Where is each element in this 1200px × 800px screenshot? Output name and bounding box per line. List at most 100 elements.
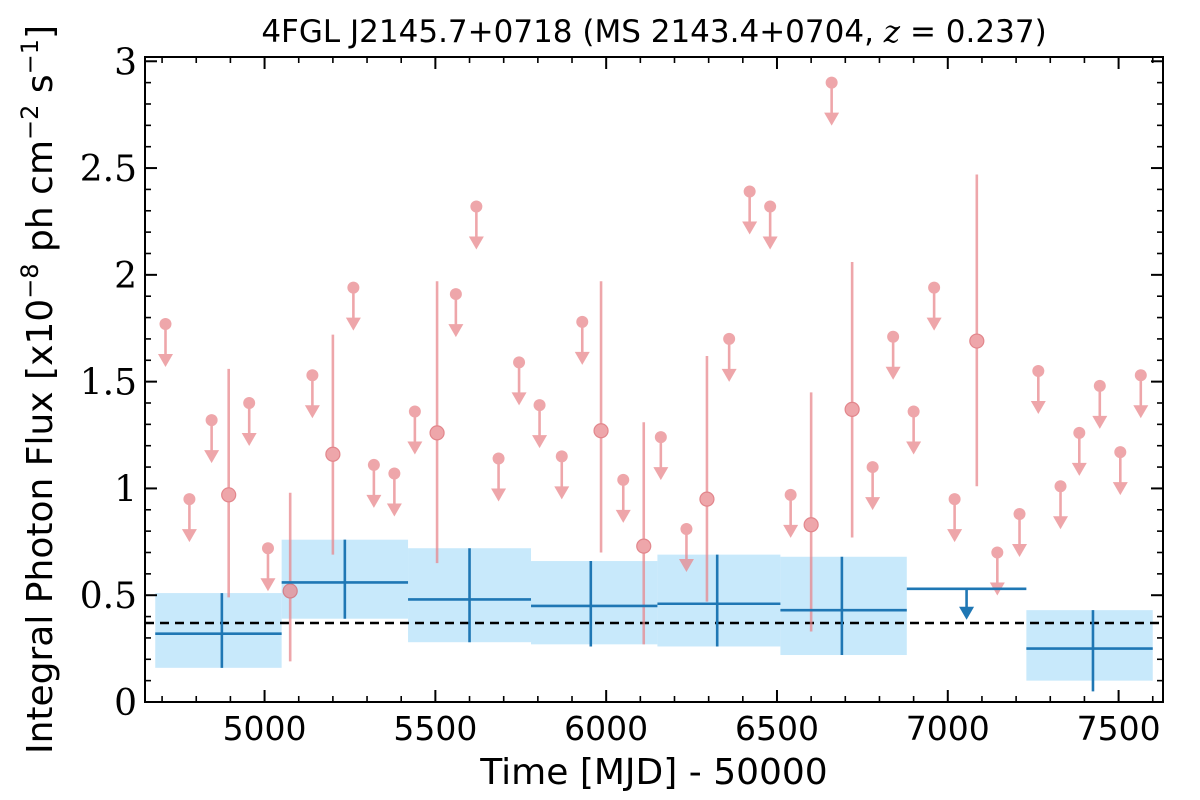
short-upper-limit-arrow: [1030, 400, 1046, 414]
short-upper-limit-arrow: [304, 405, 320, 419]
short-upper-limit-marker: [1013, 508, 1026, 521]
short-upper-limit-marker: [825, 76, 838, 89]
short-upper-limit-arrow: [926, 317, 942, 331]
short-upper-limit-marker: [306, 369, 319, 382]
short-upper-limit-28: [926, 281, 942, 331]
short-upper-limit-10: [448, 288, 464, 338]
short-upper-limit-marker: [1032, 364, 1045, 377]
short-upper-limit-34: [1071, 426, 1087, 476]
x-tick-label-3: 6500: [735, 709, 819, 748]
short-detection-marker: [969, 333, 985, 349]
short-detection-marker: [429, 425, 445, 441]
short-upper-limit-35: [1092, 379, 1108, 429]
long-bin-points: [155, 539, 1153, 692]
short-detection-8: [844, 262, 860, 538]
short-upper-limit-33: [1053, 480, 1069, 530]
y-tick-label-3: 1.5: [80, 363, 137, 404]
short-upper-limit-arrow: [491, 488, 507, 502]
short-upper-limit-21: [742, 185, 758, 235]
short-upper-limit-19: [678, 523, 694, 573]
long-bin-point-6: [1026, 610, 1153, 692]
short-upper-limit-marker: [784, 488, 797, 501]
chart-title: 4FGL J2145.7+0718 (MS 2143.4+0704, z = 0…: [261, 14, 1046, 50]
short-upper-limit-arrow: [181, 529, 197, 543]
short-upper-limit-arrow: [742, 221, 758, 235]
x-tick-label-1: 5500: [393, 709, 477, 748]
short-upper-limit-marker: [533, 399, 546, 412]
short-upper-limit-23: [783, 488, 799, 538]
short-upper-limit-arrow: [1071, 462, 1087, 476]
short-detection-6: [699, 356, 715, 602]
long-bin-upper-limit-arrow: [959, 606, 975, 620]
short-upper-limit-arrow: [1012, 544, 1028, 558]
short-upper-limit-arrow: [407, 441, 423, 455]
short-detection-marker: [282, 583, 298, 599]
short-upper-limit-marker: [617, 473, 630, 486]
ylabel-part4: ]: [20, 25, 61, 39]
short-upper-limit-7: [366, 458, 382, 508]
short-upper-limit-14: [532, 399, 548, 449]
short-upper-limit-arrow: [1133, 405, 1149, 419]
short-upper-limit-8: [386, 467, 402, 517]
short-upper-limit-1: [181, 493, 197, 543]
short-upper-limit-32: [1030, 364, 1046, 414]
short-upper-limit-marker: [723, 332, 736, 345]
short-detection-2: [325, 334, 341, 555]
x-tick-label-2: 6000: [564, 709, 648, 748]
short-upper-limit-marker: [1134, 369, 1147, 382]
short-upper-limit-arrow: [468, 236, 484, 250]
short-upper-limit-marker: [205, 414, 218, 427]
long-bin-point-0: [155, 593, 282, 668]
title-math-rest: = 0.237: [900, 14, 1034, 50]
short-upper-limit-marker: [183, 493, 196, 506]
short-upper-limit-arrow: [345, 317, 361, 331]
short-upper-limit-22: [762, 200, 778, 250]
y-axis-label: Integral Photon Flux [x10−8 ph cm−2 s−1]: [16, 25, 61, 754]
long-bin-band-5: [780, 556, 907, 656]
short-upper-limit-29: [947, 493, 963, 543]
short-upper-limit-marker: [261, 542, 274, 555]
ylabel-exp2: −2: [16, 105, 44, 140]
short-upper-limit-arrow: [241, 432, 257, 446]
x-tick-label-5: 7500: [1077, 709, 1161, 748]
short-detection-0: [221, 368, 237, 598]
x-tick-label-0: 5000: [223, 709, 307, 748]
short-bin-detections: [221, 174, 985, 662]
short-upper-limit-16: [574, 315, 590, 365]
long-bin-point-4: [657, 554, 781, 647]
short-upper-limit-arrow: [448, 324, 464, 338]
short-upper-limit-3: [241, 396, 257, 446]
y-tick-label-2: 1: [114, 469, 137, 510]
short-upper-limit-marker: [576, 315, 589, 328]
short-upper-limit-arrow: [721, 368, 737, 382]
short-upper-limit-arrow: [554, 486, 570, 500]
short-upper-limit-arrow: [1092, 415, 1108, 429]
short-upper-limit-arrow: [511, 392, 527, 406]
short-upper-limit-marker: [555, 450, 568, 463]
long-bin-band-4: [657, 554, 781, 647]
short-upper-limit-marker: [243, 396, 256, 409]
short-upper-limit-24: [824, 76, 840, 126]
long-bin-band-3: [531, 561, 658, 645]
short-upper-limit-marker: [743, 185, 756, 198]
short-upper-limit-arrow: [906, 441, 922, 455]
short-upper-limit-arrow: [783, 524, 799, 538]
x-tick-label-4: 7000: [906, 709, 990, 748]
short-upper-limit-arrow: [574, 351, 590, 365]
short-upper-limit-arrow: [653, 467, 669, 481]
short-upper-limit-marker: [907, 405, 920, 418]
long-bin-upper-limit-0: [906, 587, 1027, 620]
short-upper-limit-marker: [948, 493, 961, 506]
short-detection-marker: [593, 423, 609, 439]
short-upper-limit-arrow: [947, 529, 963, 543]
short-upper-limit-4: [260, 542, 276, 592]
short-upper-limit-arrow: [532, 435, 548, 449]
short-detection-marker: [636, 538, 652, 554]
short-upper-limit-31: [1012, 508, 1028, 558]
title-suffix: ): [1035, 14, 1047, 50]
short-upper-limit-marker: [1054, 480, 1067, 493]
short-upper-limit-26: [885, 330, 901, 380]
short-detection-9: [969, 174, 985, 487]
y-tick-label-1: 0.5: [80, 576, 137, 617]
short-upper-limit-arrow: [386, 503, 402, 517]
